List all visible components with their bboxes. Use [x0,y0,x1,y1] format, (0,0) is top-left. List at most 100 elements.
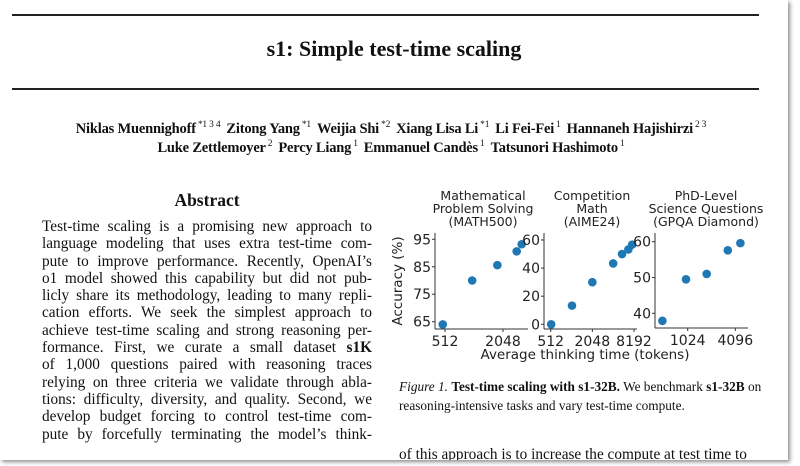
abstract-text: achieve test-time scaling and strong rea… [42,321,372,339]
data-point [681,274,691,284]
abstract-line: tions: difficulty, diversity, and qualit… [42,391,372,408]
paper-title: s1: Simple test-time scaling [266,36,522,61]
panel-title-line: Science Questions [649,201,764,216]
panel-title: PhD-Level Science Questions (GPQA Diamond) [649,188,764,229]
data-point [438,320,448,329]
data-point [546,320,556,329]
caption-label: Figure 1. [399,379,448,394]
panel-title: Competition Math (AIME24) [554,188,631,229]
data-point [617,249,627,259]
abstract-line: language modeling that uses extra test-t… [42,235,372,252]
author-list-line-1: Niklas Muennighoff *1 3 4 Zitong Yang *1 Wei… [0,120,788,138]
abstract-text: relying on three criteria we validate th… [42,373,372,391]
y-tick-label: 65 [413,315,431,331]
data-point [608,259,618,268]
title-bottom-rule [12,88,759,90]
caption-model: s1-32B [706,379,745,394]
author-affiliation: 2 [267,139,273,150]
author-affiliation: 1 [556,120,561,131]
panel-title-line: Competition [554,188,631,203]
abstract-body: Test-time scaling is a promising new app… [42,218,372,443]
y-tick-label: 50 [633,271,651,287]
abstract-text: of 1,000 questions paired with reasoning… [42,356,372,374]
y-tick-label: 20 [522,289,540,305]
caption-title: Test-time scaling with s1-32B. [451,379,620,394]
data-point [736,238,745,248]
caption-text: We benchmark [620,379,707,394]
abstract-text: pute by forcefully terminating the model… [42,425,372,443]
abstract-text: o1 model showed this capability but did … [42,269,372,287]
y-tick-label: 85 [413,260,431,276]
abstract-text: develop budget forcing to control test-t… [42,408,372,426]
y-tick-label: 0 [531,317,540,333]
author-name: Tatsunori Hashimoto [490,140,619,156]
author-affiliation: 1 [353,139,358,150]
panel-title-line: Mathematical [440,188,525,203]
figure-caption: Figure 1. Test-time scaling with s1-32B.… [399,377,771,415]
author-name: Niklas Muennighoff [75,121,196,137]
data-point [723,245,733,255]
x-tick-label: 512 [432,334,459,350]
author-name: Zitong Yang [226,121,300,137]
y-tick-label: 40 [522,261,540,277]
data-point [588,277,597,287]
abstract-text: language modeling that uses extra test-t… [42,235,372,253]
abstract-line: Test-time scaling is a promising new app… [42,218,372,235]
author-name: Percy Liang [278,140,352,156]
author-affiliation: *1 [301,120,311,131]
y-tick-label: 75 [413,287,431,303]
author-affiliation: 1 [480,139,485,150]
x-tick-label: 512 [537,334,564,350]
abstract-heading: Abstract [174,190,240,210]
abstract-bold-term: s1K [346,339,373,357]
author-list-line-2: Luke Zettlemoyer 2 Percy Liang 1 Emmanuel Ca… [0,139,788,157]
author-affiliation: *2 [381,120,391,131]
abstract-line: o1 model showed this capability but did … [42,270,372,287]
data-point [467,276,477,285]
abstract-text: licly share its methodology, leading to … [42,287,372,305]
y-tick-label: 60 [522,233,540,249]
author-affiliation: 1 [619,139,625,150]
author-name: Li Fei-Fei [495,121,555,137]
data-point [702,269,711,279]
caption-text-2: on reasoning-intensive tasks and vary te… [399,379,762,413]
abstract-line: cation efforts. We seek the simplest app… [42,304,372,321]
panel-title-line: (AIME24) [564,214,621,229]
y-tick-label: 40 [633,306,651,322]
abstract-line: formance. First, we curate a small datas… [42,339,372,356]
author-name: Xiang Lisa Li [396,121,479,137]
body-text-clipped: of this approach is to increase the comp… [399,446,747,460]
abstract-text: tions: difficulty, diversity, and qualit… [42,390,372,408]
author-affiliation: *1 [480,120,490,131]
data-point [567,301,577,310]
panel-title-line: Math [576,201,607,216]
panel-title-line: Problem Solving [433,201,534,216]
panel-title-line: (GPQA Diamond) [653,214,759,229]
y-tick-label: 60 [633,235,651,251]
x-tick-label: 2048 [485,334,521,350]
data-point [658,316,667,326]
data-point [493,260,502,270]
abstract-text: pute to improve performance. Recently, O… [42,252,372,270]
data-point [517,239,526,249]
author-affiliation: *1 3 4 [197,120,221,131]
y-tick-label: 95 [413,232,431,248]
y-axis-label: Accuracy (%) [390,236,406,325]
x-tick-label: 2048 [575,334,611,350]
abstract-line: of 1,000 questions paired with reasoning… [42,356,372,373]
author-name: Emmanuel Candès [363,140,478,156]
data-point [512,247,521,256]
author-affiliation: 2 3 [694,120,707,131]
abstract-line: develop budget forcing to control test-t… [42,408,372,425]
abstract-line: achieve test-time scaling and strong rea… [42,322,372,339]
panel-title-line: PhD-Level [675,188,738,203]
abstract-text: formance. First, we curate a small datas… [42,339,347,357]
abstract-line: relying on three criteria we validate th… [42,374,372,391]
abstract-text: cation efforts. We seek the simplest app… [42,304,372,322]
top-rule [12,14,759,16]
x-axis-label: Average thinking time (tokens) [481,347,690,363]
figure-1-chart: Mathematical Problem Solving (MATH500) 65 75… [390,188,764,363]
author-name: Weijia Shi [316,121,380,137]
x-tick-label: 1024 [670,333,706,349]
paper-page: s1: Simple test-time scaling Niklas Muen… [0,14,788,460]
